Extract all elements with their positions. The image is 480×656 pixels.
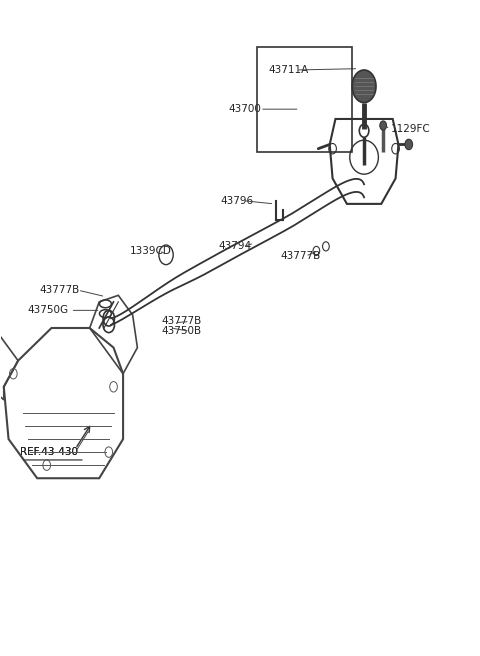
Text: 43796: 43796: [221, 195, 254, 205]
Circle shape: [352, 70, 376, 102]
Text: 43794: 43794: [218, 241, 252, 251]
Text: REF.43-430: REF.43-430: [21, 447, 78, 457]
Text: 1339CD: 1339CD: [130, 246, 172, 256]
Circle shape: [405, 139, 413, 150]
Text: 43750G: 43750G: [28, 305, 69, 316]
Text: 43750B: 43750B: [161, 326, 202, 337]
Bar: [257, 47, 352, 152]
Text: 43777B: 43777B: [161, 316, 202, 327]
Text: REF.43-430: REF.43-430: [21, 447, 78, 457]
Text: 43777B: 43777B: [39, 285, 80, 295]
Text: 43777B: 43777B: [281, 251, 321, 261]
Circle shape: [380, 121, 386, 130]
Text: 43700: 43700: [228, 104, 261, 114]
Text: 43711A: 43711A: [269, 65, 309, 75]
Text: 1129FC: 1129FC: [390, 124, 430, 134]
